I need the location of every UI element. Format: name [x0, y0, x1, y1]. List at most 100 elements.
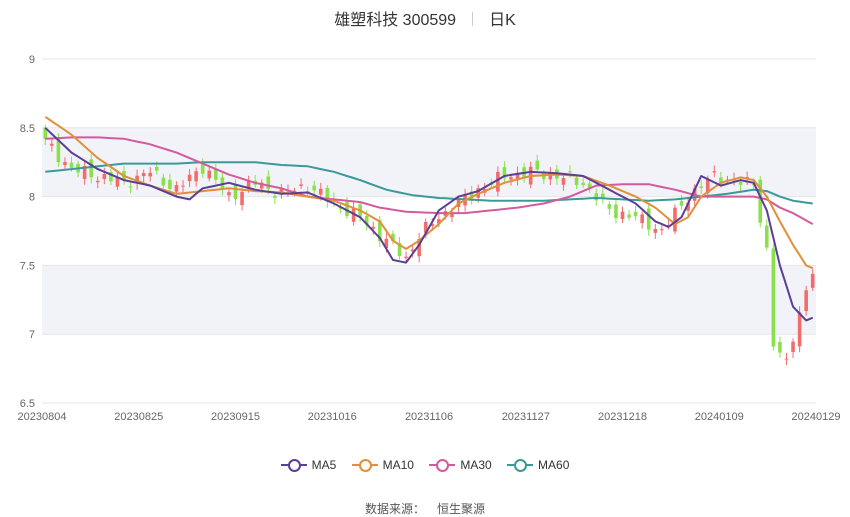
candle-body	[318, 188, 323, 195]
candle-body	[699, 186, 704, 188]
y-tick-label: 7.5	[20, 260, 35, 272]
candle-body	[515, 172, 520, 180]
candle-body	[384, 238, 389, 248]
candle-body	[187, 174, 192, 182]
legend-ma5-label: MA5	[311, 458, 337, 472]
candle-body	[568, 171, 572, 173]
candle-body	[738, 182, 743, 185]
legend-ma10[interactable]: MA10	[351, 458, 414, 472]
candle-body	[765, 225, 769, 248]
candle-body	[364, 216, 369, 225]
candle-body	[312, 185, 317, 191]
candle-body	[50, 143, 54, 146]
candle-body	[63, 161, 67, 166]
series-line-ma60	[45, 161, 813, 205]
candle-body	[292, 190, 297, 192]
candle-body	[633, 211, 638, 217]
candle-body	[404, 256, 408, 259]
period-label: 日K	[489, 12, 516, 29]
legend-ma5-marker	[280, 458, 307, 472]
candle-body	[561, 178, 566, 185]
candle-body	[410, 249, 415, 252]
stock-name-code: 雄塑科技 300599	[334, 12, 457, 29]
candle-body	[128, 186, 133, 188]
x-tick-label: 20230804	[18, 411, 67, 423]
x-tick-label: 20231016	[308, 411, 357, 423]
chart-legend: MA5 MA10 MA30 MA60	[0, 458, 850, 475]
candle-body	[82, 166, 87, 179]
x-tick-label: 20230915	[211, 411, 260, 423]
candle-body	[115, 177, 120, 187]
candle-body	[673, 207, 677, 232]
candle-body	[423, 221, 428, 233]
candle-body	[299, 184, 303, 186]
candle-body	[233, 185, 238, 200]
legend-ma10-label: MA10	[382, 458, 414, 472]
x-tick-label: 20240129	[792, 411, 841, 423]
candle-body	[200, 164, 205, 174]
source-label: 数据来源：	[364, 502, 425, 516]
candle-body	[259, 182, 264, 189]
candle-body	[102, 173, 107, 180]
candle-body	[653, 229, 658, 233]
candle-body	[161, 177, 166, 186]
candle-body	[784, 358, 789, 360]
candle-body	[266, 176, 271, 189]
candle-body	[95, 180, 100, 183]
candle-body	[804, 290, 808, 311]
legend-ma60[interactable]: MA60	[507, 458, 569, 472]
candle-body	[587, 183, 592, 189]
legend-ma60-label: MA60	[538, 458, 570, 472]
candle-body	[535, 160, 540, 170]
candle-body	[430, 223, 435, 226]
series-line-ma30	[45, 136, 814, 225]
candle-body	[601, 193, 605, 198]
data-source: 数据来源： 恒生聚源	[0, 500, 850, 517]
series-line-ma5	[44, 127, 814, 322]
x-tick-label: 20240109	[695, 411, 744, 423]
candle-body	[273, 195, 277, 198]
candle-body	[371, 226, 376, 229]
source-provider: 恒生聚源	[437, 502, 486, 516]
candle-body	[181, 185, 185, 187]
candle-body	[240, 191, 244, 206]
candle-body	[594, 193, 599, 201]
candle-body	[719, 177, 723, 185]
candle-body	[214, 169, 218, 180]
candle-body	[168, 179, 172, 190]
candle-body	[758, 179, 763, 223]
candle-body	[771, 248, 776, 347]
x-tick-label: 20230825	[114, 411, 163, 423]
candle-body	[325, 187, 330, 202]
candle-body	[502, 167, 507, 179]
candle-body	[154, 166, 159, 171]
x-tick-label: 20231218	[598, 411, 647, 423]
chart-title: 雄塑科技 300599 日K	[0, 6, 850, 30]
candle-body	[810, 273, 815, 288]
candle-body	[679, 200, 684, 206]
candle-body	[148, 172, 153, 177]
legend-ma30[interactable]: MA30	[429, 458, 492, 472]
y-tick-label: 9	[29, 54, 35, 66]
candle-body	[109, 171, 113, 182]
candle-body	[56, 137, 61, 163]
x-tick-label: 20231127	[502, 411, 550, 423]
candle-body	[437, 219, 441, 224]
candle-body	[89, 159, 93, 178]
plot-band	[42, 127, 816, 197]
candle-body	[194, 171, 198, 182]
candle-body	[712, 171, 717, 173]
candle-body	[797, 312, 802, 347]
candle-body	[450, 213, 454, 218]
legend-ma30-marker	[429, 458, 456, 472]
y-tick-label: 7	[29, 329, 35, 341]
candle-body	[496, 171, 500, 192]
candle-body	[581, 182, 585, 185]
candle-body	[614, 204, 618, 219]
candle-body	[640, 214, 644, 224]
legend-ma5[interactable]: MA5	[280, 458, 337, 472]
legend-ma60-marker	[507, 458, 534, 472]
candle-body	[397, 242, 402, 257]
candle-body	[705, 179, 710, 194]
legend-ma30-label: MA30	[460, 458, 492, 472]
